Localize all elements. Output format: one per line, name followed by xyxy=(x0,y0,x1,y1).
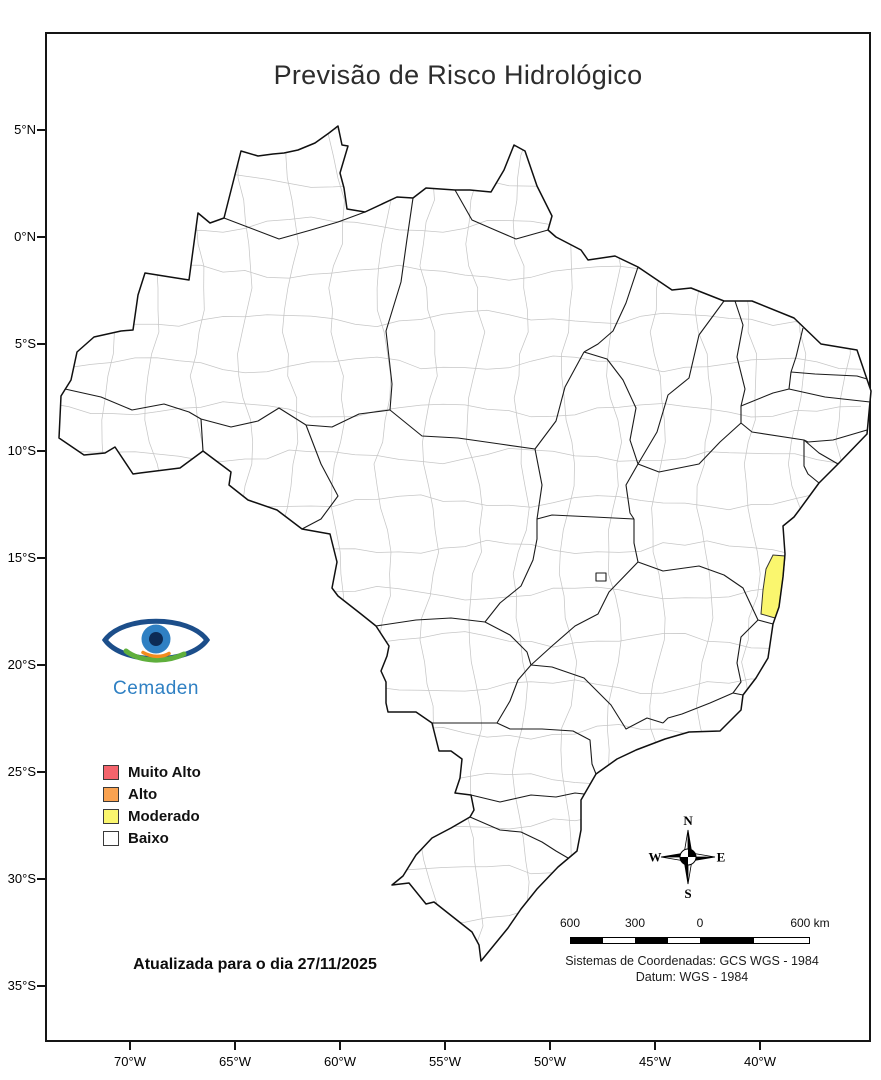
coordinate-system-line1: Sistemas de Coordenadas: GCS WGS - 1984 xyxy=(565,954,819,968)
coordinate-system-line2: Datum: WGS - 1984 xyxy=(635,970,749,984)
cemaden-logo-mark xyxy=(101,618,211,663)
scale-bar-graphic xyxy=(570,937,810,944)
lon-axis-label: 65°W xyxy=(219,1054,251,1069)
lon-axis-label: 45°W xyxy=(639,1054,671,1069)
lat-tick xyxy=(37,771,45,773)
legend-swatch-alto xyxy=(103,786,119,802)
map-title: Previsão de Risco Hidrológico xyxy=(273,60,643,90)
scale-label-300: 300 xyxy=(624,916,646,930)
legend-label-moderado: Moderado xyxy=(128,807,200,825)
lat-axis-label: 30°S xyxy=(7,871,36,886)
map-frame: Previsão de Risco Hidrológico Cemaden Mu… xyxy=(45,32,872,1042)
compass-e: E xyxy=(717,850,726,865)
legend-label-alto: Alto xyxy=(128,785,158,803)
lat-tick xyxy=(37,985,45,987)
legend-item-baixo: Baixo xyxy=(103,827,201,849)
risk-legend: Muito Alto Alto Moderado Baixo xyxy=(103,761,201,849)
legend-item-muito-alto: Muito Alto xyxy=(103,761,201,783)
legend-label-baixo: Baixo xyxy=(128,829,169,847)
scale-label-0: 0 xyxy=(696,916,704,930)
lat-axis-label: 10°S xyxy=(7,443,36,458)
compass-n: N xyxy=(683,813,693,828)
legend-label-muito-alto: Muito Alto xyxy=(128,763,201,781)
legend-swatch-baixo xyxy=(103,830,119,846)
lat-axis-label: 25°S xyxy=(7,764,36,779)
lat-tick xyxy=(37,129,45,131)
lon-axis-label: 50°W xyxy=(534,1054,566,1069)
compass-w: W xyxy=(649,850,662,865)
compass-s: S xyxy=(684,886,691,901)
legend-swatch-muito-alto xyxy=(103,764,119,780)
lat-axis-label: 5°S xyxy=(14,336,36,351)
lat-tick xyxy=(37,664,45,666)
scale-bar: 600 300 0 600 km Sistemas de Coordenadas… xyxy=(560,916,830,1000)
legend-swatch-moderado xyxy=(103,808,119,824)
lat-axis-label: 5°N xyxy=(14,122,36,137)
lat-tick xyxy=(37,878,45,880)
lat-axis-label: 35°S xyxy=(7,978,36,993)
lon-axis-label: 60°W xyxy=(324,1054,356,1069)
lon-axis-label: 55°W xyxy=(429,1054,461,1069)
compass-rose: N E S W xyxy=(649,813,726,901)
lat-tick xyxy=(37,343,45,345)
brazil-map xyxy=(58,125,872,962)
lon-axis-label: 70°W xyxy=(114,1054,146,1069)
lat-axis-label: 15°S xyxy=(7,550,36,565)
legend-item-moderado: Moderado xyxy=(103,805,201,827)
lat-tick xyxy=(37,236,45,238)
lon-axis-label: 40°W xyxy=(744,1054,776,1069)
lat-tick xyxy=(37,450,45,452)
lat-axis-label: 20°S xyxy=(7,657,36,672)
update-note: Atualizada para o dia 27/11/2025 xyxy=(133,956,377,973)
scale-label-600-km: 600 km xyxy=(790,916,830,930)
cemaden-logo-text: Cemaden xyxy=(113,678,199,699)
legend-item-alto: Alto xyxy=(103,783,201,805)
scale-label-600-west: 600 xyxy=(559,916,581,930)
cemaden-logo: Cemaden xyxy=(95,608,217,700)
lat-tick xyxy=(37,557,45,559)
lat-axis-label: 0°N xyxy=(14,229,36,244)
